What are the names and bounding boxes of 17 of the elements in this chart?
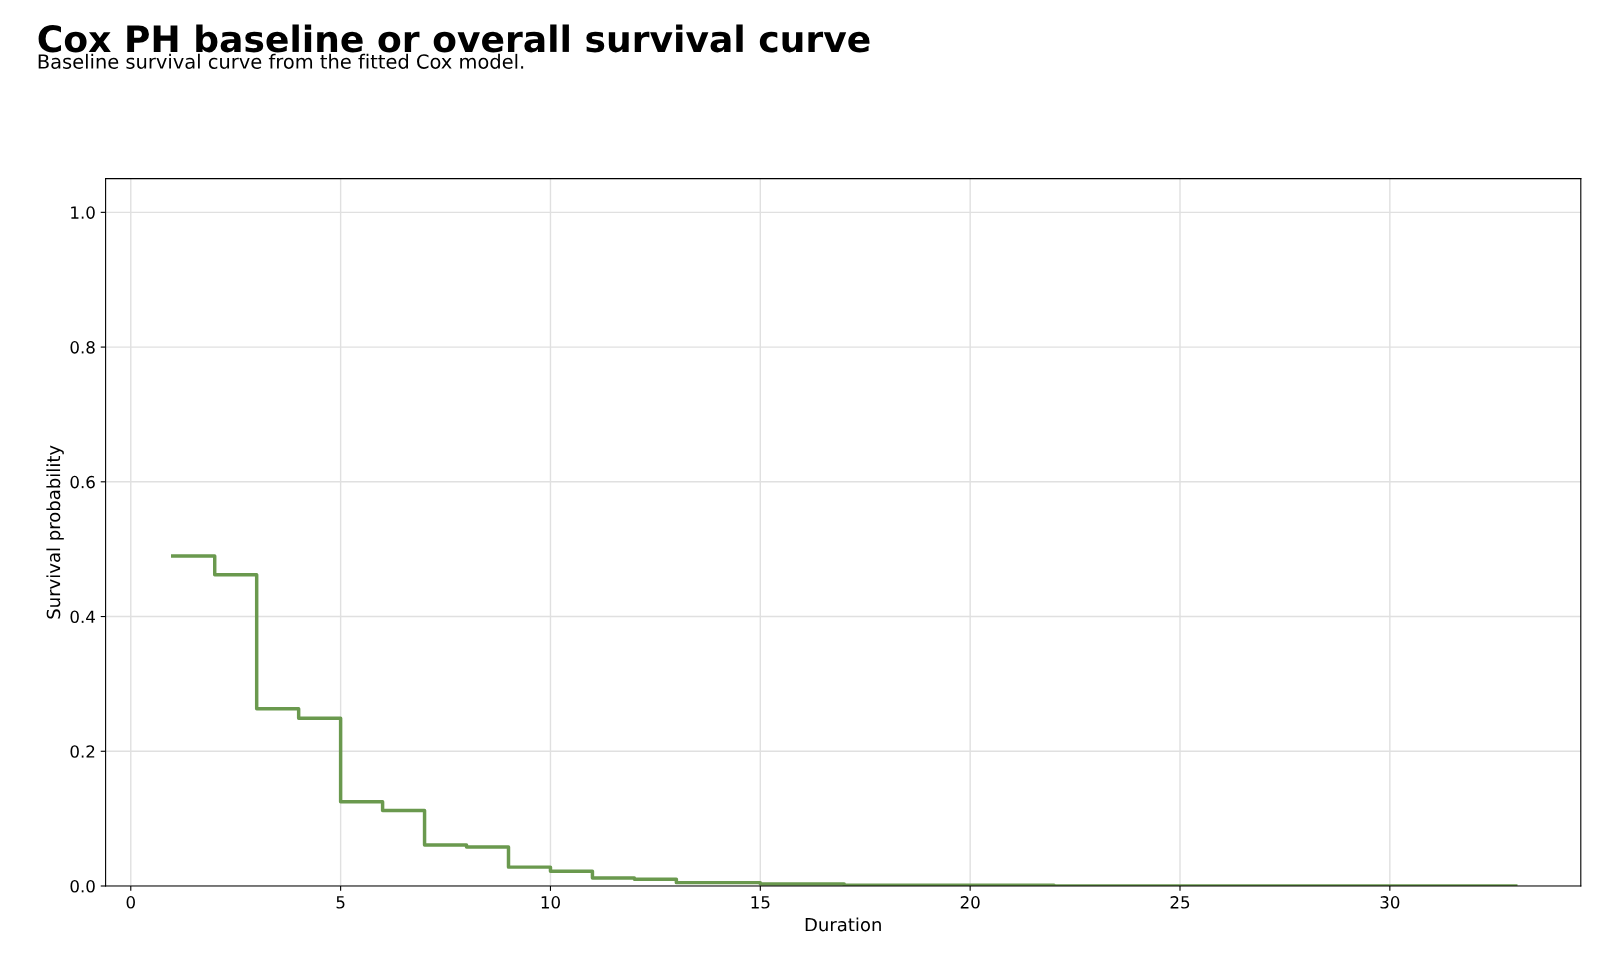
y-tick-label: 0.0 [70,879,95,893]
x-tick-label: 10 [541,896,560,909]
x-tick-label: 15 [751,896,770,909]
x-tick-label: 20 [960,896,980,909]
y-tick-label: 0.4 [70,610,95,624]
y-axis-title: Survival probability [46,445,64,619]
y-tick-label: 0.2 [70,745,95,758]
x-tick-label: 25 [1170,896,1190,909]
y-tick-label: 1.0 [71,206,95,219]
x-axis-title: Duration [805,917,881,932]
y-tick-label: 0.6 [70,475,95,489]
x-tick-label: 5 [336,896,345,909]
x-tick-label: 30 [1380,896,1400,909]
x-tick-label: 0 [126,896,135,909]
chart-subtitle: Baseline survival curve from the fitted Cox model. [38,53,524,69]
y-tick-label: 0.8 [70,341,95,354]
chart-title: Cox PH baseline or overall survival curve [38,24,870,53]
